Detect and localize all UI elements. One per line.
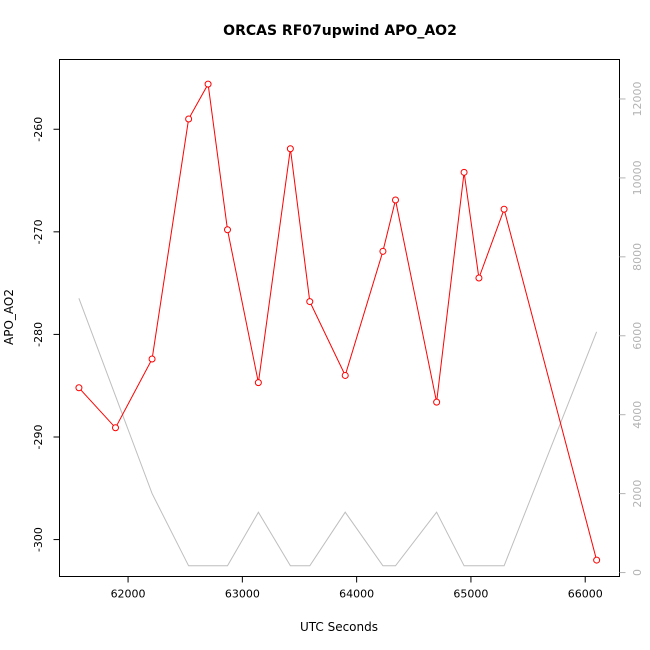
x-tick-label: 66000 xyxy=(568,588,603,601)
y-tick-label: -270 xyxy=(32,219,45,244)
data-point xyxy=(475,274,483,282)
y2-tick-label: 4000 xyxy=(631,401,644,429)
data-point xyxy=(460,168,468,176)
data-point xyxy=(75,384,83,392)
series-line-right xyxy=(78,298,598,567)
series-group xyxy=(75,80,601,567)
x-axis: 62000 63000 64000 65000 66000 xyxy=(111,576,603,601)
data-point xyxy=(341,371,349,379)
x-tick-label: 63000 xyxy=(225,588,260,601)
y-tick-label: -290 xyxy=(32,425,45,450)
data-point xyxy=(433,398,441,406)
plot-frame xyxy=(59,59,620,577)
y2-tick-label: 8000 xyxy=(631,243,644,271)
right-axis: 0 2000 4000 6000 8000 10000 12000 xyxy=(619,81,644,576)
chart-title: ORCAS RF07upwind APO_AO2 xyxy=(223,23,457,39)
x-tick-label: 62000 xyxy=(111,588,146,601)
data-point xyxy=(254,379,262,387)
data-point xyxy=(112,424,119,432)
y2-tick-label: 10000 xyxy=(631,160,644,195)
x-axis-label: UTC Seconds xyxy=(300,620,378,634)
y2-tick-label: 0 xyxy=(631,569,644,576)
data-point xyxy=(500,205,508,213)
data-point xyxy=(306,298,314,306)
data-point xyxy=(392,196,399,204)
x-tick-label: 64000 xyxy=(339,588,374,601)
y2-tick-label: 6000 xyxy=(631,322,644,350)
data-point xyxy=(379,247,387,255)
y2-tick-label: 2000 xyxy=(631,480,644,508)
series-line xyxy=(78,82,598,561)
y2-tick-label: 12000 xyxy=(631,81,644,116)
y-tick-label: -260 xyxy=(32,117,45,142)
data-point xyxy=(204,80,212,88)
data-point xyxy=(224,226,231,234)
y-tick-label: -280 xyxy=(32,322,45,347)
x-tick-label: 65000 xyxy=(453,588,488,601)
data-point xyxy=(148,355,156,363)
data-point xyxy=(286,145,294,153)
y-axis-label: APO_AO2 xyxy=(2,289,16,345)
y-tick-label: -300 xyxy=(32,527,45,552)
data-point xyxy=(185,115,193,123)
left-axis: -300 -290 -280 -270 -260 xyxy=(32,117,60,552)
data-point xyxy=(593,556,601,564)
